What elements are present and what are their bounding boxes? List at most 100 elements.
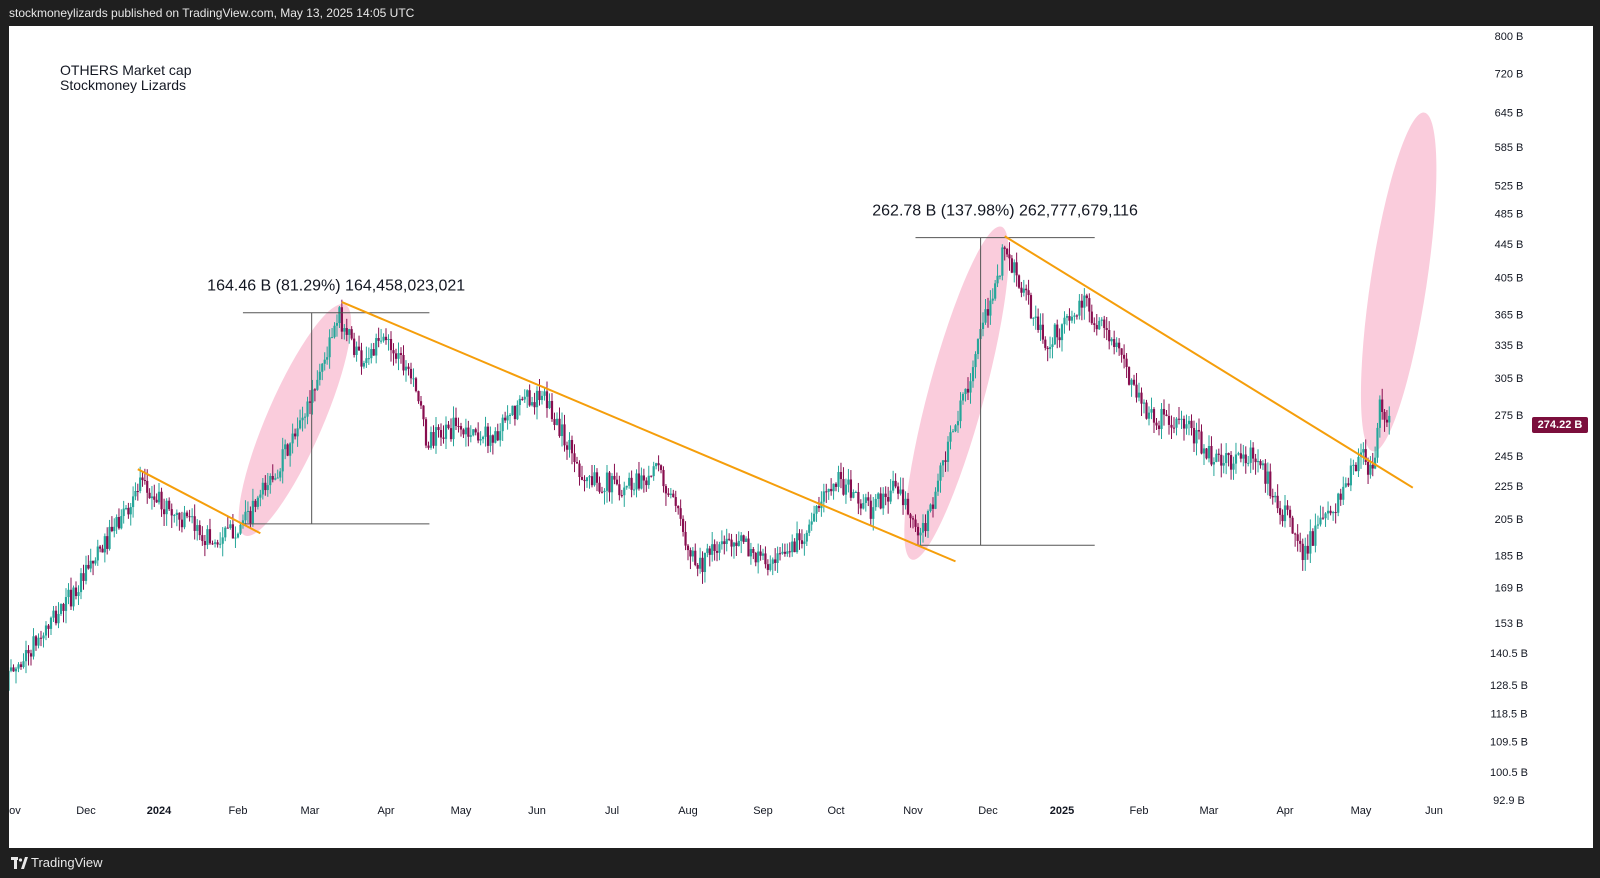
candle-body: [87, 564, 90, 569]
candle: [706, 543, 709, 558]
candle-body: [1013, 262, 1016, 273]
candle-body: [96, 546, 99, 561]
candle: [996, 264, 999, 288]
candle-body: [1252, 447, 1255, 459]
chart-frame[interactable]: 800 B 720 B 645 B 585 B 525 B 485 B 445 B 405 B…: [9, 26, 1593, 848]
candle: [764, 546, 767, 569]
candle-body: [642, 475, 645, 481]
candle: [387, 334, 390, 351]
highlight-ellipse-1: [238, 303, 352, 537]
candle-body: [1008, 254, 1011, 259]
candle-body: [899, 489, 902, 494]
candle-body: [124, 507, 128, 509]
candle-body: [387, 338, 390, 341]
candle: [1296, 524, 1299, 552]
candle-body: [1162, 408, 1166, 415]
candle-body: [911, 518, 915, 520]
candle-body: [803, 541, 806, 544]
candle: [442, 425, 445, 444]
candle: [593, 464, 596, 487]
candle-body: [1381, 399, 1384, 412]
candle-body: [921, 523, 925, 533]
candle: [44, 621, 48, 641]
candle: [491, 434, 494, 455]
candle-body: [830, 488, 833, 492]
candle-body: [407, 366, 410, 369]
candle: [117, 508, 121, 530]
candle: [936, 473, 940, 496]
candle-body: [842, 479, 845, 495]
candle: [872, 497, 875, 531]
candle-body: [1344, 483, 1347, 487]
candle: [241, 514, 245, 529]
candle-body: [504, 417, 507, 421]
candle: [1113, 330, 1116, 355]
candle-body: [747, 538, 750, 557]
chart-subtitle: Stockmoney Lizards: [60, 77, 187, 93]
candle: [650, 475, 653, 478]
chart-canvas[interactable]: 800 B 720 B 645 B 585 B 525 B 485 B 445 B 405 B…: [9, 26, 1593, 848]
candle-body: [1283, 505, 1287, 522]
price-axis-label: 169 B: [1495, 583, 1524, 595]
trendline-2: [341, 301, 956, 563]
candle-body: [1060, 324, 1064, 341]
candle: [1319, 505, 1322, 527]
candle-body: [291, 433, 294, 444]
candle: [956, 410, 960, 433]
candle: [372, 342, 375, 356]
candle-body: [1048, 347, 1052, 350]
candle: [370, 343, 373, 364]
candle-body: [1175, 418, 1178, 428]
candle-body: [1278, 508, 1282, 515]
candle: [1314, 513, 1317, 553]
candle-body: [1249, 447, 1252, 463]
candle: [701, 551, 704, 584]
candle: [506, 405, 509, 430]
candle-body: [981, 322, 985, 330]
candle: [1162, 399, 1166, 426]
price-axis-label: 445 B: [1495, 239, 1524, 251]
candle-body: [1311, 531, 1314, 546]
candle-body: [115, 517, 118, 527]
candle-body: [294, 433, 297, 437]
candle: [1288, 505, 1292, 528]
candle: [781, 543, 784, 555]
candle-body: [939, 465, 942, 481]
price-axis-label: 128.5 B: [1490, 680, 1528, 692]
candle-body: [740, 535, 743, 541]
candle: [1291, 515, 1294, 534]
candle-body: [926, 511, 930, 532]
candle: [414, 376, 418, 393]
candle: [808, 519, 811, 537]
candle-body: [934, 491, 937, 509]
candle-body: [543, 391, 546, 396]
candle: [481, 435, 485, 444]
candle-body: [1220, 454, 1223, 466]
candle-body: [964, 388, 967, 395]
candle-body: [914, 519, 917, 527]
candle-body: [419, 401, 423, 406]
candle: [849, 470, 853, 501]
candle-body: [14, 668, 18, 672]
candle: [864, 493, 867, 512]
candle: [603, 488, 606, 505]
candle-body: [379, 340, 383, 342]
candle-body: [961, 394, 965, 401]
candle: [1142, 399, 1146, 414]
candle: [1088, 293, 1091, 323]
candle: [1182, 415, 1186, 441]
candle-body: [1155, 422, 1158, 426]
candle-body: [1125, 358, 1128, 367]
candle: [991, 288, 994, 305]
candle: [1095, 314, 1098, 336]
candle: [994, 280, 997, 301]
candle-body: [389, 338, 393, 351]
candle-body: [274, 478, 277, 480]
candle-body: [1309, 531, 1312, 554]
candle-body: [1383, 411, 1386, 420]
candle: [513, 405, 517, 426]
candle: [1140, 387, 1143, 416]
candle: [1056, 319, 1059, 349]
price-axis-label: 365 B: [1495, 309, 1524, 321]
candle: [662, 466, 665, 493]
